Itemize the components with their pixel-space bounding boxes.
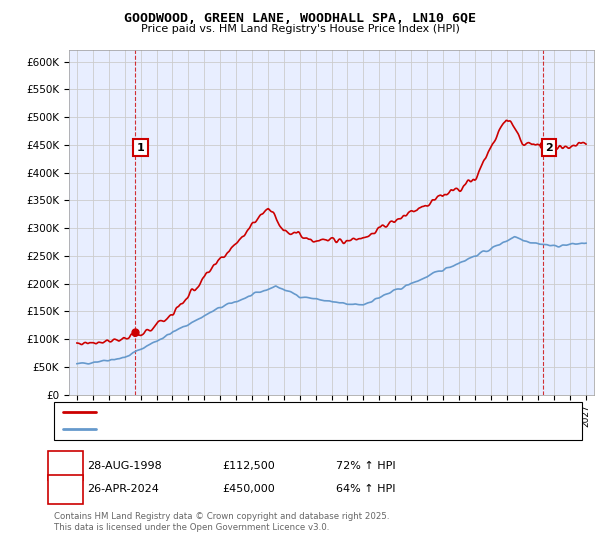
- Text: HPI: Average price, detached house, East Lindsey: HPI: Average price, detached house, East…: [102, 424, 349, 434]
- Text: £112,500: £112,500: [222, 461, 275, 471]
- Text: 2: 2: [545, 143, 553, 152]
- Text: 1: 1: [137, 143, 145, 152]
- Text: 28-AUG-1998: 28-AUG-1998: [87, 461, 162, 471]
- Text: Contains HM Land Registry data © Crown copyright and database right 2025.
This d: Contains HM Land Registry data © Crown c…: [54, 512, 389, 532]
- Text: 64% ↑ HPI: 64% ↑ HPI: [336, 484, 395, 494]
- Text: GOODWOOD, GREEN LANE, WOODHALL SPA, LN10 6QE: GOODWOOD, GREEN LANE, WOODHALL SPA, LN10…: [124, 12, 476, 25]
- Text: £450,000: £450,000: [222, 484, 275, 494]
- Text: Price paid vs. HM Land Registry's House Price Index (HPI): Price paid vs. HM Land Registry's House …: [140, 24, 460, 34]
- Text: 2: 2: [62, 484, 69, 494]
- Text: 26-APR-2024: 26-APR-2024: [87, 484, 159, 494]
- Text: 1: 1: [62, 461, 69, 471]
- Text: 72% ↑ HPI: 72% ↑ HPI: [336, 461, 395, 471]
- Text: GOODWOOD, GREEN LANE, WOODHALL SPA, LN10 6QE (detached house): GOODWOOD, GREEN LANE, WOODHALL SPA, LN10…: [102, 407, 469, 417]
